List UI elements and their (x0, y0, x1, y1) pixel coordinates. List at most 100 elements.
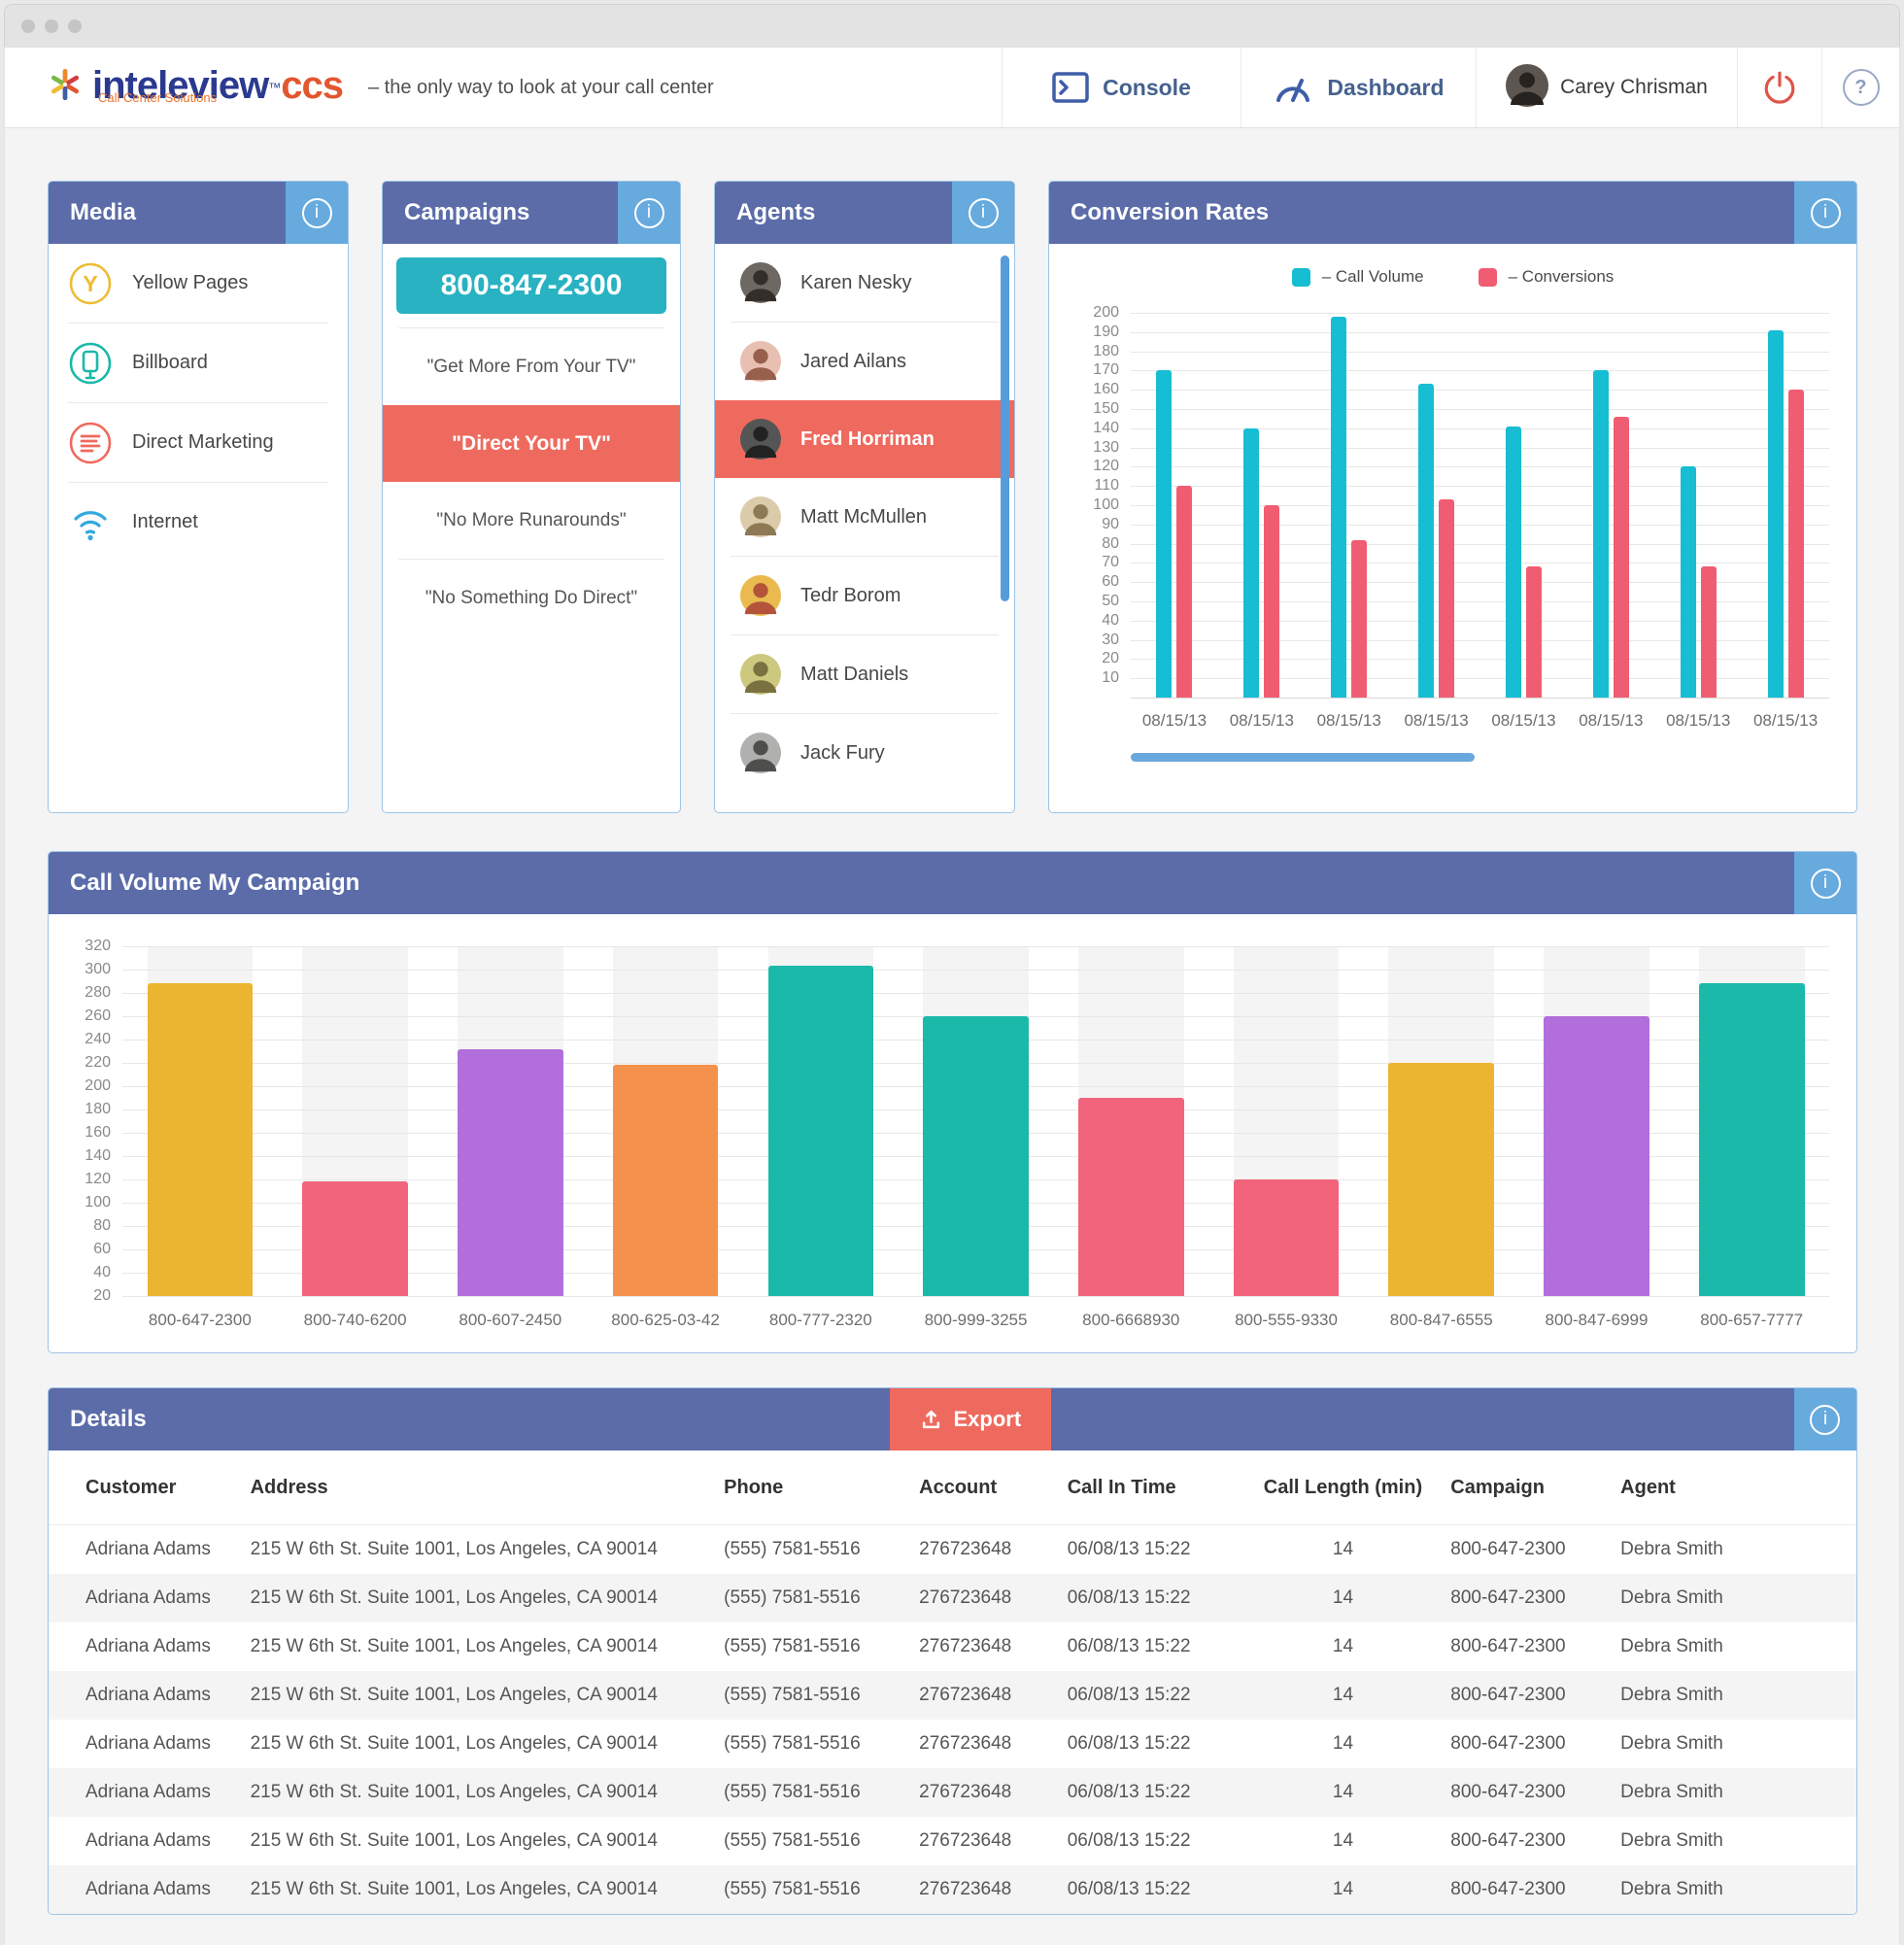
agent-item[interactable]: Matt Daniels (731, 635, 999, 714)
info-icon: i (968, 197, 999, 228)
table-row[interactable]: Adriana Adams 215 W 6th St. Suite 1001, L… (49, 1720, 1856, 1768)
nav-logout[interactable] (1737, 48, 1821, 127)
campaign-bar[interactable] (1698, 983, 1805, 1296)
agent-item[interactable]: Jack Fury (731, 714, 999, 792)
media-item[interactable]: Y Yellow Pages (68, 244, 328, 324)
agents-scrollbar[interactable] (1001, 256, 1009, 601)
bar-conversions[interactable] (1264, 505, 1280, 698)
window-titlebar[interactable] (4, 4, 1900, 47)
bar-call-volume[interactable] (1243, 427, 1260, 698)
info-button[interactable]: i (286, 182, 348, 244)
campaign-item[interactable]: "No More Runarounds" (398, 482, 664, 560)
bar-call-volume[interactable] (1418, 384, 1435, 698)
export-button[interactable]: Export (889, 1388, 1051, 1450)
media-item[interactable]: Billboard (68, 324, 328, 403)
table-row[interactable]: Adriana Adams 215 W 6th St. Suite 1001, L… (49, 1671, 1856, 1720)
table-row[interactable]: Adriana Adams 215 W 6th St. Suite 1001, L… (49, 1622, 1856, 1671)
agent-item[interactable]: Karen Nesky (731, 244, 999, 323)
column-stripe (1077, 946, 1184, 1296)
campaign-bar[interactable] (1233, 1179, 1340, 1296)
agent-item[interactable]: Tedr Borom (731, 557, 999, 635)
internet-wifi-icon (74, 510, 107, 540)
logo-subtitle: Call Center Solutions (98, 90, 218, 105)
nav-console[interactable]: Console (1002, 48, 1241, 127)
campaign-bar[interactable] (923, 1016, 1029, 1296)
x-tick-label: 800-555-9330 (1235, 1311, 1338, 1329)
info-button[interactable]: i (1794, 852, 1856, 914)
table-row[interactable]: Adriana Adams 215 W 6th St. Suite 1001, L… (49, 1768, 1856, 1817)
bar-group (1131, 312, 1218, 698)
bar-call-volume[interactable] (1592, 370, 1609, 698)
bar-call-volume[interactable] (1680, 466, 1696, 698)
column-header: Call In Time (1066, 1450, 1237, 1525)
conversion-hscrollbar[interactable] (1131, 753, 1475, 762)
campaign-bar[interactable] (302, 1181, 408, 1296)
table-row[interactable]: Adriana Adams 215 W 6th St. Suite 1001, L… (49, 1865, 1856, 1914)
campaign-bar[interactable] (767, 966, 874, 1296)
help-icon: ? (1842, 69, 1880, 106)
media-panel-header: Media i (49, 182, 348, 244)
nav-dashboard[interactable]: Dashboard (1241, 48, 1476, 127)
app-logo[interactable]: inteleview™ccs Call Center Solutions (5, 48, 344, 127)
campaign-item[interactable]: "Get More From Your TV" (426, 356, 636, 377)
grid-line (122, 970, 1829, 971)
table-cell: (555) 7581-5516 (724, 1782, 861, 1802)
bar-conversions[interactable] (1613, 416, 1629, 698)
y-tick-label: 300 (85, 961, 111, 977)
info-button[interactable]: i (952, 182, 1014, 244)
grid-line (1131, 312, 1829, 314)
table-cell: 800-647-2300 (1450, 1733, 1566, 1754)
campaign-phone-button[interactable]: 800-847-2300 (396, 257, 666, 314)
table-row[interactable]: Adriana Adams 215 W 6th St. Suite 1001, L… (49, 1574, 1856, 1622)
bar-conversions[interactable] (1439, 499, 1455, 698)
grid-line (1131, 524, 1829, 526)
agent-item[interactable]: Matt McMullen (731, 478, 999, 557)
column-header: Account (918, 1450, 1067, 1525)
table-cell: Debra Smith (1620, 1782, 1723, 1802)
campaign-bar[interactable] (1077, 1098, 1184, 1296)
campaign-bar[interactable] (458, 1048, 563, 1296)
window-dot[interactable] (45, 18, 58, 33)
agent-item[interactable]: Jared Ailans (731, 323, 999, 400)
table-cell: (555) 7581-5516 (724, 1879, 861, 1899)
grid-line (1131, 659, 1829, 661)
y-tick-label: 50 (1102, 592, 1119, 609)
campaign-item[interactable]: "Direct Your TV" (383, 405, 680, 482)
info-button[interactable]: i (1793, 1388, 1856, 1450)
info-button[interactable]: i (618, 182, 680, 244)
bar-conversions[interactable] (1525, 566, 1542, 698)
window-dot[interactable] (68, 18, 82, 33)
window-dot[interactable] (21, 18, 35, 33)
bar-call-volume[interactable] (1767, 329, 1784, 698)
table-cell: 06/08/13 15:22 (1067, 1636, 1191, 1656)
campaign-bar[interactable] (612, 1065, 719, 1296)
bar-column (1364, 946, 1519, 1296)
browser-window: inteleview™ccs Call Center Solutions – t… (4, 4, 1900, 1945)
column-stripe (767, 946, 874, 1296)
campaign-bar[interactable] (1388, 1063, 1495, 1296)
media-item[interactable]: Internet (68, 483, 328, 562)
bar-conversions[interactable] (1700, 566, 1717, 698)
bar-call-volume[interactable] (1505, 426, 1521, 698)
media-item[interactable]: Direct Marketing (68, 403, 328, 483)
agent-item[interactable]: Fred Horriman (715, 400, 1014, 478)
column-stripe (1388, 946, 1495, 1296)
table-row[interactable]: Adriana Adams 215 W 6th St. Suite 1001, L… (49, 1525, 1856, 1575)
bar-group (1654, 312, 1742, 698)
campaign-bar[interactable] (147, 983, 254, 1296)
nav-help[interactable]: ? (1821, 48, 1899, 127)
bar-conversions[interactable] (1787, 390, 1804, 698)
bar-conversions[interactable] (1351, 539, 1368, 698)
table-cell: 06/08/13 15:22 (1067, 1587, 1191, 1608)
y-tick-label: 100 (1093, 495, 1119, 513)
nav-user[interactable]: Carey Chrisman (1476, 48, 1737, 127)
bar-call-volume[interactable] (1156, 370, 1173, 698)
table-row[interactable]: Adriana Adams 215 W 6th St. Suite 1001, L… (49, 1817, 1856, 1865)
campaign-item[interactable]: "No Something Do Direct" (425, 587, 638, 608)
bar-conversions[interactable] (1176, 486, 1193, 698)
table-cell: 06/08/13 15:22 (1067, 1782, 1191, 1802)
table-cell: Debra Smith (1620, 1636, 1723, 1656)
campaign-bar[interactable] (1544, 1016, 1649, 1296)
bar-call-volume[interactable] (1331, 316, 1347, 698)
info-button[interactable]: i (1794, 182, 1856, 244)
